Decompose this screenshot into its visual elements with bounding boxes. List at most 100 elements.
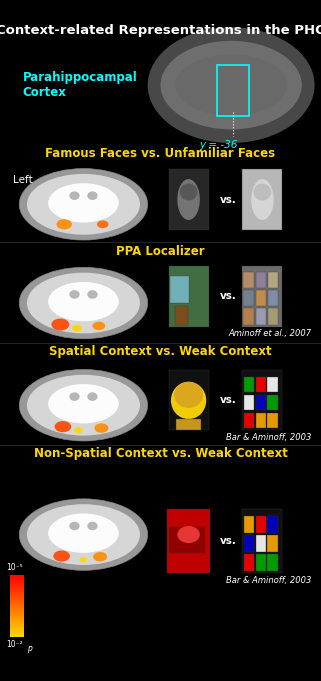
Text: vs.: vs. [220, 396, 236, 405]
Bar [10, 627, 24, 629]
Bar [10, 612, 24, 614]
Bar [268, 290, 278, 306]
Bar [10, 577, 24, 580]
Bar [10, 590, 24, 592]
Ellipse shape [94, 424, 108, 433]
Bar [10, 596, 24, 598]
Bar [10, 575, 24, 577]
Ellipse shape [174, 382, 203, 408]
Bar [10, 616, 24, 618]
Bar [175, 306, 188, 325]
Ellipse shape [160, 41, 302, 129]
Ellipse shape [254, 184, 271, 201]
Bar [242, 370, 282, 430]
Bar [244, 413, 254, 428]
Bar [243, 308, 254, 325]
Text: y = -36: y = -36 [199, 140, 238, 150]
Ellipse shape [48, 183, 119, 223]
Bar [169, 169, 209, 230]
Bar [10, 598, 24, 600]
Bar [10, 582, 24, 584]
Bar [10, 600, 24, 602]
Bar [256, 413, 266, 428]
Ellipse shape [51, 319, 69, 330]
Bar [169, 266, 209, 327]
Text: 10⁻²: 10⁻² [6, 640, 23, 649]
Bar [244, 535, 254, 552]
Ellipse shape [74, 427, 83, 433]
Text: Spatial Context vs. Weak Context: Spatial Context vs. Weak Context [49, 345, 272, 358]
Text: Famous Faces vs. Unfamiliar Faces: Famous Faces vs. Unfamiliar Faces [46, 146, 275, 160]
Ellipse shape [177, 179, 200, 220]
Bar [256, 516, 266, 533]
Text: Parahippocampal
Cortex: Parahippocampal Cortex [22, 71, 137, 99]
Ellipse shape [55, 421, 71, 432]
Ellipse shape [171, 381, 206, 419]
Bar [170, 276, 189, 303]
Bar [256, 290, 266, 306]
Ellipse shape [177, 526, 200, 543]
Ellipse shape [69, 191, 80, 200]
Ellipse shape [48, 384, 119, 424]
Bar [169, 370, 209, 430]
Ellipse shape [69, 290, 80, 299]
Text: p: p [27, 644, 32, 652]
Ellipse shape [180, 184, 197, 201]
Text: Non-Spatial Context vs. Weak Context: Non-Spatial Context vs. Weak Context [34, 447, 287, 460]
Bar [10, 614, 24, 616]
Bar [267, 395, 278, 410]
Text: vs.: vs. [220, 291, 236, 301]
Bar [10, 594, 24, 596]
Bar [256, 554, 266, 571]
Ellipse shape [72, 325, 82, 332]
Bar [10, 588, 24, 590]
Bar [10, 606, 24, 608]
Ellipse shape [251, 179, 273, 220]
Ellipse shape [27, 504, 140, 565]
Text: PPA Localizer: PPA Localizer [116, 245, 205, 259]
Bar [10, 580, 24, 582]
Ellipse shape [19, 369, 148, 441]
Ellipse shape [93, 552, 107, 561]
Bar [256, 308, 266, 325]
Text: 10⁻⁵: 10⁻⁵ [6, 563, 23, 572]
Bar [10, 629, 24, 631]
Bar [267, 554, 278, 571]
Bar [10, 586, 24, 588]
Bar [244, 377, 254, 392]
Bar [10, 622, 24, 624]
Bar [176, 419, 201, 430]
Ellipse shape [87, 522, 98, 530]
Bar [256, 377, 266, 392]
Bar [10, 602, 24, 604]
Ellipse shape [56, 219, 72, 229]
Bar [256, 272, 266, 288]
Ellipse shape [175, 54, 287, 116]
Bar [10, 620, 24, 622]
Bar [243, 290, 254, 306]
Bar [242, 509, 282, 573]
Bar [267, 535, 278, 552]
Bar [10, 635, 24, 637]
Bar [10, 633, 24, 635]
Bar [10, 604, 24, 606]
Ellipse shape [87, 191, 98, 200]
Ellipse shape [148, 27, 315, 143]
Bar [268, 308, 278, 325]
Ellipse shape [48, 513, 119, 553]
Bar [267, 413, 278, 428]
Bar [167, 509, 210, 573]
Ellipse shape [27, 174, 140, 235]
Text: vs.: vs. [220, 537, 236, 546]
Ellipse shape [92, 321, 105, 330]
Bar [10, 610, 24, 612]
Text: Bar & Aminoff, 2003: Bar & Aminoff, 2003 [226, 576, 311, 585]
Bar [10, 624, 24, 627]
Ellipse shape [48, 282, 119, 321]
Ellipse shape [97, 221, 108, 228]
Bar [10, 618, 24, 620]
Text: Left: Left [13, 176, 33, 185]
Bar [267, 377, 278, 392]
Bar [10, 608, 24, 610]
Bar [242, 169, 282, 230]
